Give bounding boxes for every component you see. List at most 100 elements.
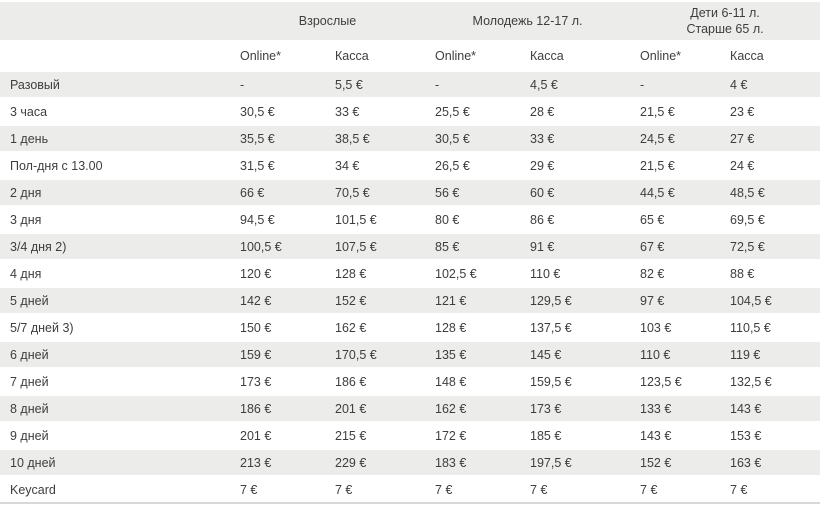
table-row: 3 дня 94,5 €101,5 €80 €86 €65 €69,5 € — [0, 207, 820, 234]
price-cell: 72,5 € — [720, 234, 820, 261]
price-cell: 120 € — [230, 261, 325, 288]
price-cell: 4 € — [720, 72, 820, 99]
price-cell: 69,5 € — [720, 207, 820, 234]
price-cell: 137,5 € — [520, 315, 631, 342]
price-cell: 110 € — [520, 261, 631, 288]
price-cell: 163 € — [720, 450, 820, 477]
price-cell: 86 € — [520, 207, 631, 234]
row-label: 10 дней — [0, 450, 230, 477]
price-cell: 101,5 € — [325, 207, 426, 234]
price-cell: - — [630, 72, 721, 99]
price-cell: 4,5 € — [520, 72, 631, 99]
table-row: 5/7 дней 3) 150 €162 €128 €137,5 €103 €11… — [0, 315, 820, 342]
price-cell: 26,5 € — [425, 153, 521, 180]
price-cell: 66 € — [230, 180, 325, 207]
subheader-kassa-youth: Касса — [520, 42, 631, 72]
price-cell: 88 € — [720, 261, 820, 288]
price-cell: 7 € — [630, 477, 721, 504]
subheader-row: Online* Касса Online* Касса Online* Касс… — [0, 42, 820, 72]
price-cell: 186 € — [325, 369, 426, 396]
price-cell: 80 € — [425, 207, 521, 234]
price-cell: 30,5 € — [230, 99, 325, 126]
price-cell: 28 € — [520, 99, 631, 126]
price-cell: 142 € — [230, 288, 325, 315]
price-cell: 30,5 € — [425, 126, 521, 153]
row-label: 3/4 дня 2) — [0, 234, 230, 261]
group-header-adults: Взрослые — [230, 2, 426, 42]
price-cell: 27 € — [720, 126, 820, 153]
price-cell: 48,5 € — [720, 180, 820, 207]
group-header-children-seniors: Дети 6-11 л. Старше 65 л. — [630, 2, 820, 42]
price-cell: 197,5 € — [520, 450, 631, 477]
price-cell: 143 € — [630, 423, 721, 450]
price-cell: 128 € — [325, 261, 426, 288]
price-cell: 110,5 € — [720, 315, 820, 342]
subheader-kassa-children: Касса — [720, 42, 820, 72]
price-table-body: Разовый -5,5 € -4,5 € -4 €3 часа 30,5 €33 €2… — [0, 72, 820, 504]
table-row: 7 дней 173 €186 €148 €159,5 €123,5 €132,5… — [0, 369, 820, 396]
row-label: 3 часа — [0, 99, 230, 126]
price-cell: 159 € — [230, 342, 325, 369]
price-cell: 213 € — [230, 450, 325, 477]
price-cell: 21,5 € — [630, 99, 721, 126]
table-row: Keycard 7 €7 €7 €7 €7 €7 € — [0, 477, 820, 504]
row-label: Разовый — [0, 72, 230, 99]
price-cell: 150 € — [230, 315, 325, 342]
price-cell: 94,5 € — [230, 207, 325, 234]
price-cell: 229 € — [325, 450, 426, 477]
row-label: 1 день — [0, 126, 230, 153]
table-row: Разовый -5,5 € -4,5 € -4 € — [0, 72, 820, 99]
price-cell: 123,5 € — [630, 369, 721, 396]
table-row: 6 дней 159 €170,5 €135 €145 €110 €119 € — [0, 342, 820, 369]
price-cell: 170,5 € — [325, 342, 426, 369]
row-label: 6 дней — [0, 342, 230, 369]
price-cell: 35,5 € — [230, 126, 325, 153]
price-cell: 56 € — [425, 180, 521, 207]
price-cell: 91 € — [520, 234, 631, 261]
price-cell: 104,5 € — [720, 288, 820, 315]
price-cell: 100,5 € — [230, 234, 325, 261]
price-cell: 38,5 € — [325, 126, 426, 153]
price-cell: 85 € — [425, 234, 521, 261]
price-cell: 102,5 € — [425, 261, 521, 288]
price-cell: 33 € — [325, 99, 426, 126]
price-cell: 7 € — [720, 477, 820, 504]
price-cell: 33 € — [520, 126, 631, 153]
table-row: 5 дней 142 €152 €121 €129,5 €97 €104,5 € — [0, 288, 820, 315]
price-cell: 24 € — [720, 153, 820, 180]
price-cell: 23 € — [720, 99, 820, 126]
row-label: 3 дня — [0, 207, 230, 234]
table-row: 1 день 35,5 €38,5 €30,5 €33 €24,5 €27 € — [0, 126, 820, 153]
price-cell: 128 € — [425, 315, 521, 342]
row-label: 2 дня — [0, 180, 230, 207]
price-cell: 119 € — [720, 342, 820, 369]
price-cell: 159,5 € — [520, 369, 631, 396]
corner-cell — [0, 2, 230, 42]
table-row: 3/4 дня 2) 100,5 €107,5 €85 €91 €67 €72,5… — [0, 234, 820, 261]
price-cell: 121 € — [425, 288, 521, 315]
price-cell: 103 € — [630, 315, 721, 342]
subheader-kassa-adults: Касса — [325, 42, 426, 72]
table-row: 9 дней 201 €215 €172 €185 €143 €153 € — [0, 423, 820, 450]
price-cell: 135 € — [425, 342, 521, 369]
row-label: 9 дней — [0, 423, 230, 450]
price-cell: 162 € — [325, 315, 426, 342]
price-cell: 5,5 € — [325, 72, 426, 99]
price-cell: - — [230, 72, 325, 99]
subheader-spacer — [0, 42, 230, 72]
price-cell: 162 € — [425, 396, 521, 423]
price-cell: 44,5 € — [630, 180, 721, 207]
price-cell: 185 € — [520, 423, 631, 450]
subheader-online-adults: Online* — [230, 42, 325, 72]
group-header-children-line2: Старше 65 л. — [686, 22, 764, 36]
row-label: 5/7 дней 3) — [0, 315, 230, 342]
price-cell: 201 € — [230, 423, 325, 450]
price-cell: 143 € — [720, 396, 820, 423]
price-cell: 82 € — [630, 261, 721, 288]
price-cell: 173 € — [520, 396, 631, 423]
group-header-row: Взрослые Молодежь 12-17 л. Дети 6-11 л. … — [0, 2, 820, 42]
price-cell: 65 € — [630, 207, 721, 234]
row-label: 8 дней — [0, 396, 230, 423]
price-cell: 7 € — [520, 477, 631, 504]
price-cell: 29 € — [520, 153, 631, 180]
